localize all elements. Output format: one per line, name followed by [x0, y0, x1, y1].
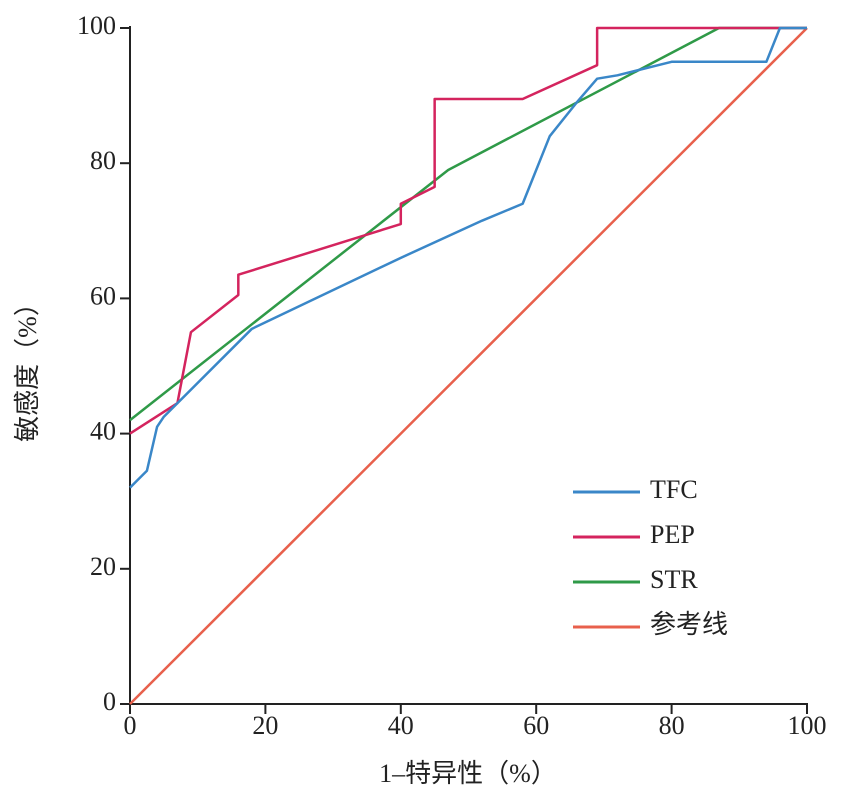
line-series — [129, 26, 807, 489]
x-tick-label: 20 — [252, 711, 278, 740]
y-axis-label: 敏感度（%） — [13, 290, 42, 442]
x-tick-label: 80 — [659, 711, 685, 740]
x-tick-label: 100 — [788, 711, 827, 740]
x-tick-label: 60 — [523, 711, 549, 740]
x-axis-label: 1–特异性（%） — [379, 759, 557, 788]
line-series — [129, 27, 808, 705]
legend-label: PEP — [650, 520, 695, 549]
x-tick-label: 40 — [388, 711, 414, 740]
y-tick-label: 80 — [90, 146, 116, 175]
y-tick-label: 60 — [90, 281, 116, 310]
legend-label: 参考线 — [650, 610, 728, 639]
legend-label: STR — [650, 565, 698, 594]
y-tick-label: 20 — [90, 552, 116, 581]
y-tick-label: 0 — [103, 687, 116, 716]
x-tick-label: 0 — [124, 711, 137, 740]
y-tick-label: 100 — [77, 11, 116, 40]
legend-label: TFC — [650, 475, 698, 504]
line-series — [129, 26, 807, 435]
y-tick-label: 40 — [90, 417, 116, 446]
line-series — [129, 26, 807, 422]
